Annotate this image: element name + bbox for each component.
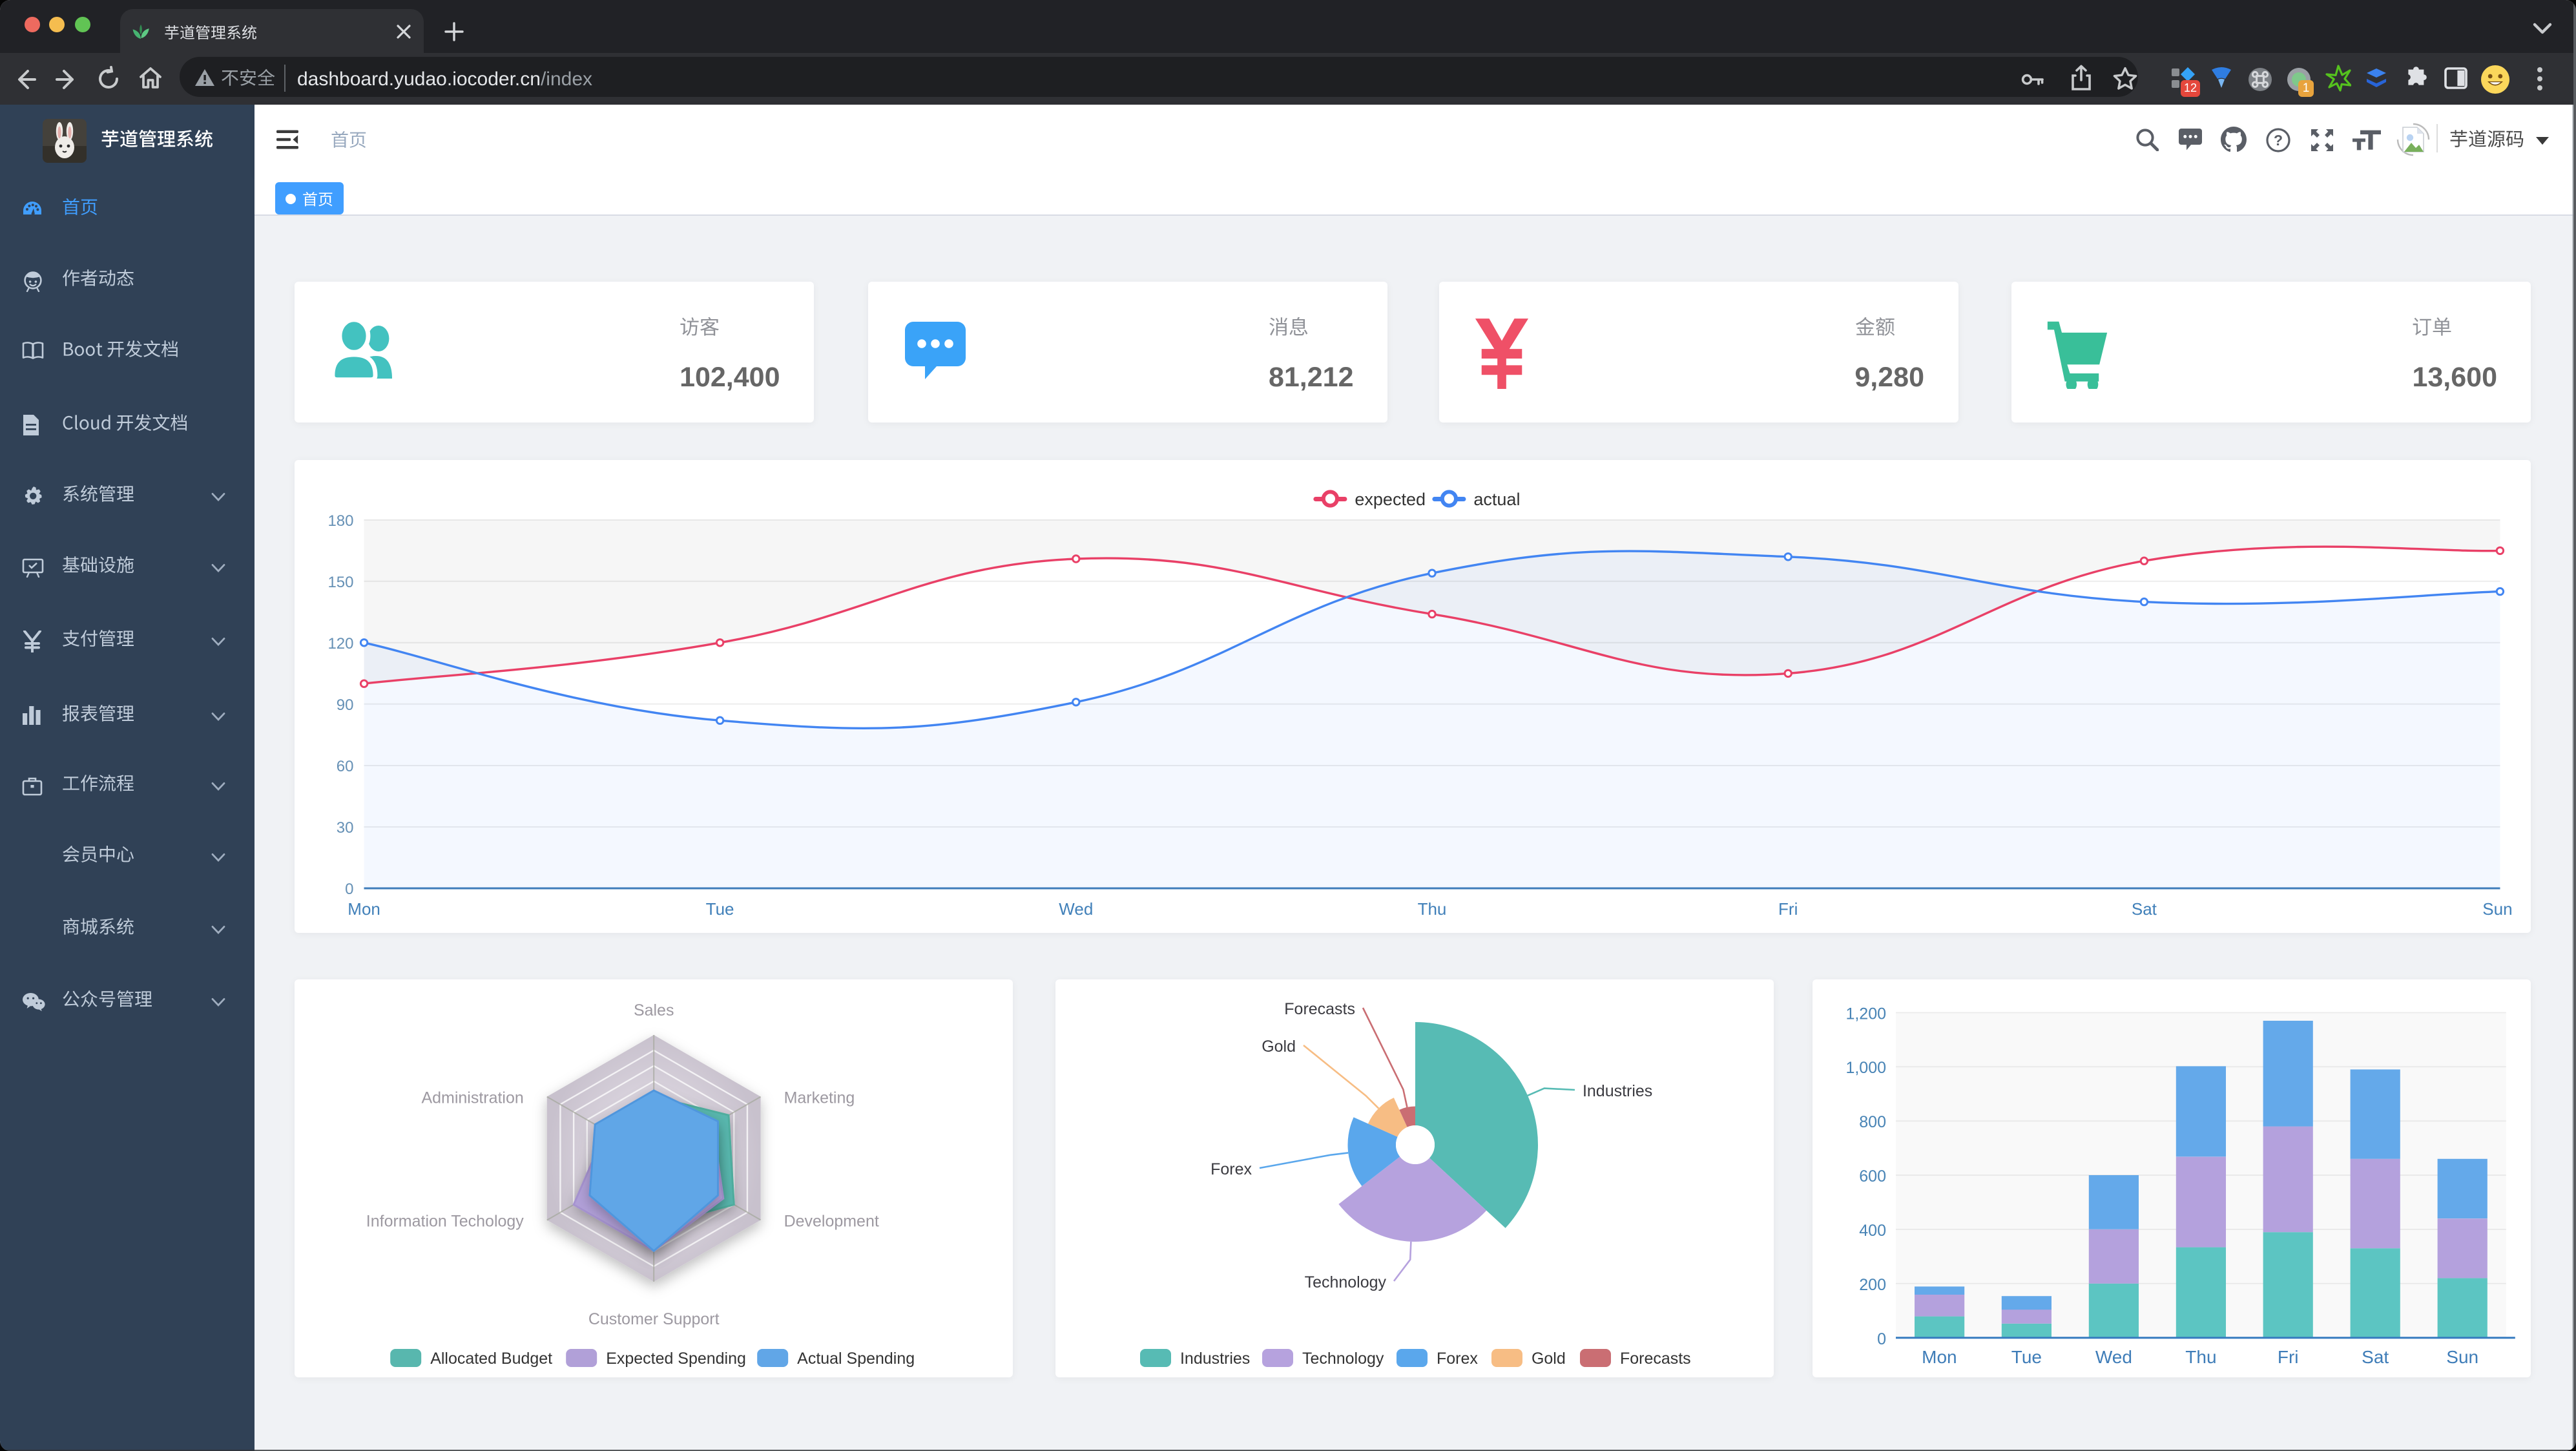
svg-text:0: 0 [345, 881, 353, 898]
svg-text:Forex: Forex [1210, 1160, 1251, 1178]
svg-text:600: 600 [1859, 1167, 1886, 1185]
svg-text:Sat: Sat [2362, 1347, 2389, 1367]
svg-text:180: 180 [327, 512, 353, 530]
svg-text:Mon: Mon [1922, 1347, 1957, 1367]
svg-text:Allocated Budget: Allocated Budget [431, 1350, 553, 1368]
svg-text:Forex: Forex [1436, 1350, 1477, 1368]
svg-text:Marketing: Marketing [784, 1089, 855, 1107]
svg-text:200: 200 [1859, 1276, 1886, 1294]
svg-text:800: 800 [1859, 1113, 1886, 1131]
svg-text:400: 400 [1859, 1222, 1886, 1240]
svg-text:Gold: Gold [1531, 1350, 1565, 1368]
svg-text:Sun: Sun [2446, 1347, 2478, 1367]
svg-text:Actual Spending: Actual Spending [798, 1350, 915, 1368]
svg-text:Expected Spending: Expected Spending [607, 1350, 747, 1368]
svg-text:Thu: Thu [1417, 899, 1446, 919]
svg-text:Technology: Technology [1304, 1273, 1386, 1291]
svg-text:expected: expected [1355, 490, 1426, 509]
svg-text:actual: actual [1473, 490, 1520, 509]
svg-text:Wed: Wed [1059, 899, 1093, 919]
svg-text:Forecasts: Forecasts [1283, 1000, 1355, 1018]
svg-text:Information Techology: Information Techology [366, 1212, 524, 1230]
svg-text:Industries: Industries [1582, 1082, 1652, 1100]
svg-text:Wed: Wed [2095, 1347, 2132, 1367]
svg-text:Mon: Mon [348, 899, 380, 919]
svg-text:150: 150 [327, 574, 353, 591]
svg-text:Fri: Fri [2277, 1347, 2298, 1367]
svg-text:1,000: 1,000 [1845, 1059, 1886, 1077]
svg-text:Industries: Industries [1179, 1350, 1249, 1368]
svg-text:Forecasts: Forecasts [1619, 1350, 1690, 1368]
svg-text:90: 90 [336, 696, 353, 714]
svg-text:Technology: Technology [1302, 1350, 1384, 1368]
svg-text:Sales: Sales [634, 1001, 674, 1019]
svg-text:Tue: Tue [2011, 1347, 2041, 1367]
svg-text:Development: Development [784, 1212, 879, 1230]
svg-text:30: 30 [336, 819, 353, 837]
svg-text:Tue: Tue [705, 899, 734, 919]
svg-text:0: 0 [1877, 1330, 1886, 1348]
svg-text:Sun: Sun [2482, 899, 2512, 919]
svg-text:Gold: Gold [1261, 1038, 1295, 1056]
svg-text:Customer Support: Customer Support [588, 1310, 720, 1328]
svg-text:Fri: Fri [1778, 899, 1798, 919]
svg-text:Sat: Sat [2131, 899, 2157, 919]
svg-text:60: 60 [336, 758, 353, 775]
svg-text:Administration: Administration [422, 1089, 524, 1107]
svg-text:1,200: 1,200 [1845, 1005, 1886, 1023]
svg-text:?: ? [2274, 131, 2283, 148]
svg-text:120: 120 [327, 635, 353, 652]
svg-text:Thu: Thu [2185, 1347, 2216, 1367]
